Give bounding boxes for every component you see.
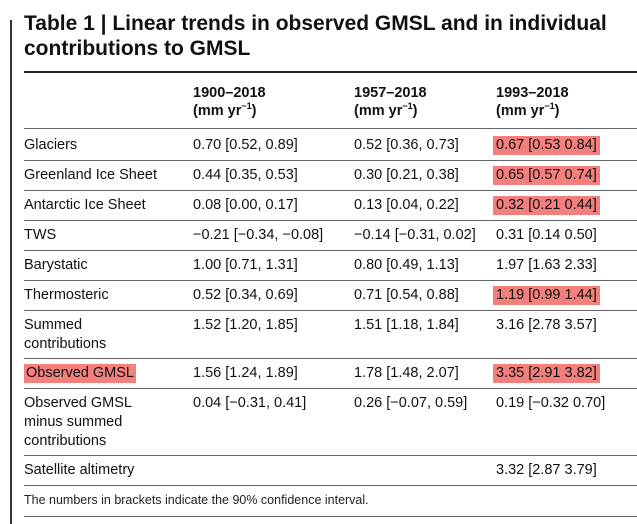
cell-1957: 0.30 [0.21, 0.38] [354, 167, 459, 183]
table-bottom-rule [24, 485, 637, 486]
row-divider [24, 128, 637, 129]
cell-1993: 0.19 [−0.32 0.70] [496, 395, 606, 411]
cell-1993-highlighted: 0.65 [0.57 0.74] [493, 166, 600, 185]
cell-1957: 1.51 [1.18, 1.84] [354, 317, 459, 333]
header-top-rule [24, 71, 637, 73]
row-divider [24, 388, 637, 389]
row-label: Greenland Ice Sheet [24, 167, 158, 183]
row-divider [24, 280, 637, 281]
cell-1993: 0.31 [0.14 0.50] [496, 227, 597, 243]
cell-1957: −0.14 [−0.31, 0.02] [354, 227, 476, 243]
col-header-1900: 1900–2018 (mm yr−1) [193, 85, 266, 119]
cell-1900: 1.00 [0.71, 1.31] [193, 257, 298, 273]
row-label-highlighted: Observed GMSL [24, 364, 136, 383]
cell-1900: −0.21 [−0.34, −0.08] [193, 227, 324, 243]
cell-1900: 0.44 [0.35, 0.53] [193, 167, 298, 183]
row-divider [24, 455, 637, 456]
cell-1957: 0.80 [0.49, 1.13] [354, 257, 459, 273]
cell-1900: 0.04 [−0.31, 0.41] [193, 395, 307, 411]
row-divider [24, 310, 637, 311]
row-label: Observed GMSL minus summed contributions [24, 395, 132, 449]
row-label: Satellite altimetry [24, 462, 135, 478]
cell-1993-highlighted: 3.35 [2.91 3.82] [493, 364, 600, 383]
cell-1957: 1.78 [1.48, 2.07] [354, 365, 459, 381]
cell-1900: 0.52 [0.34, 0.69] [193, 287, 298, 303]
table-footnote: The numbers in brackets indicate the 90%… [24, 493, 369, 507]
row-divider [24, 358, 637, 359]
cell-1900: 1.56 [1.24, 1.89] [193, 365, 298, 381]
cell-1957: 0.52 [0.36, 0.73] [354, 137, 459, 153]
cell-1900: 0.70 [0.52, 0.89] [193, 137, 298, 153]
row-label: Barystatic [24, 257, 88, 273]
left-rule [10, 20, 12, 524]
col-header-1957: 1957–2018 (mm yr−1) [354, 85, 427, 119]
cell-1957: 0.13 [0.04, 0.22] [354, 197, 459, 213]
row-label: Glaciers [24, 137, 78, 153]
cell-1993-highlighted: 1.19 [0.99 1.44] [493, 286, 600, 305]
cell-1993: 1.97 [1.63 2.33] [496, 257, 597, 273]
cell-1957: 0.71 [0.54, 0.88] [354, 287, 459, 303]
cell-1993-highlighted: 0.32 [0.21 0.44] [493, 196, 600, 215]
cell-1957: 0.26 [−0.07, 0.59] [354, 395, 468, 411]
cell-1900: 1.52 [1.20, 1.85] [193, 317, 298, 333]
row-label: Antarctic Ice Sheet [24, 197, 146, 213]
row-divider [24, 220, 637, 221]
row-divider [24, 250, 637, 251]
cell-1900: 0.08 [0.00, 0.17] [193, 197, 298, 213]
row-label: TWS [24, 227, 57, 243]
col-header-1993: 1993–2018 (mm yr−1) [496, 85, 569, 119]
row-label: Summed contributions [24, 317, 107, 352]
table-figure: Table 1 | Linear trends in observed GMSL… [10, 0, 637, 524]
cell-1993-highlighted: 0.67 [0.53 0.84] [493, 136, 600, 155]
row-divider [24, 160, 637, 161]
row-divider [24, 190, 637, 191]
cell-1993: 3.32 [2.87 3.79] [496, 462, 597, 478]
row-label: Thermosteric [24, 287, 109, 303]
footnote-bottom-rule [24, 516, 637, 517]
cell-1993: 3.16 [2.78 3.57] [496, 317, 597, 333]
table-title: Table 1 | Linear trends in observed GMSL… [24, 12, 607, 60]
